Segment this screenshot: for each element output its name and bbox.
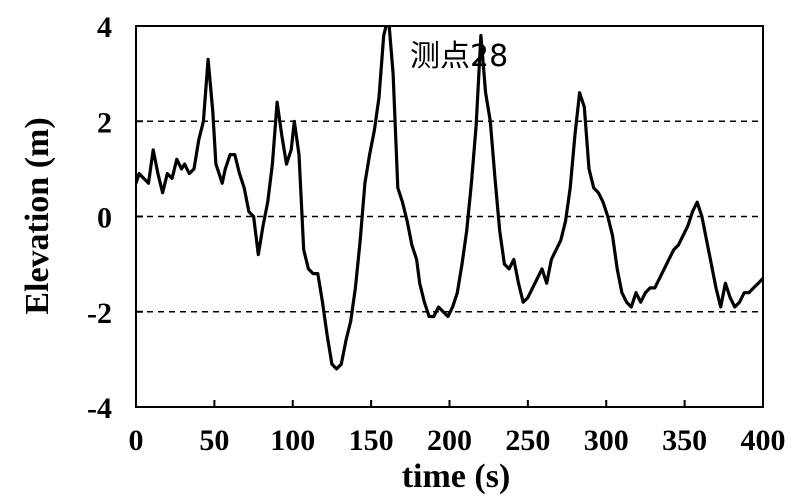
station-annotation: 测点28 [410,39,508,74]
y-tick-label: 2 [97,106,112,139]
y-tick-label: 4 [97,11,112,44]
x-tick-label: 300 [584,424,629,457]
x-axis-title: time (s) [402,458,511,495]
x-tick-label: 250 [505,424,550,457]
x-tick-label: 150 [349,424,394,457]
y-tick-label: -2 [87,297,112,330]
x-tick-label: 0 [129,424,144,457]
y-tick-label: -4 [87,392,112,425]
x-tick-label: 350 [662,424,707,457]
y-tick-label: 0 [97,202,112,235]
x-tick-label: 50 [199,424,229,457]
y-axis-title: Elevation (m) [19,117,56,314]
series-line-0 [136,26,763,371]
x-tick-label: 100 [270,424,315,457]
x-tick-label: 400 [741,424,786,457]
x-tick-label: 200 [427,424,472,457]
